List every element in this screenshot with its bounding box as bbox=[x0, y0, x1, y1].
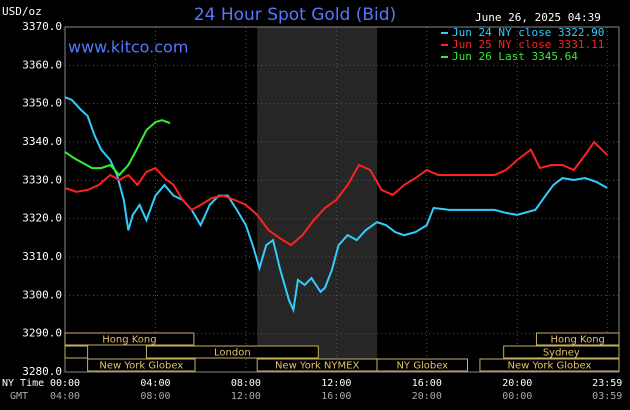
price-line bbox=[64, 96, 608, 314]
y-tick-label: 3320.0 bbox=[22, 212, 62, 225]
x-tick-label: 20:00 bbox=[502, 378, 532, 389]
y-tick-label: 3300.0 bbox=[22, 288, 62, 301]
x-tick-label: 23:59 bbox=[592, 378, 622, 389]
y-tick-label: 3330.0 bbox=[22, 173, 62, 186]
session-shade bbox=[257, 27, 378, 372]
legend-entry: Jun 26 Last 3345.64 bbox=[452, 50, 578, 63]
session-label: New York Globex bbox=[99, 361, 183, 372]
watermark: www.kitco.com bbox=[68, 38, 188, 57]
gmt-tick-label: 12:00 bbox=[231, 391, 261, 402]
price-line bbox=[64, 140, 608, 247]
session-label: New York Globex bbox=[508, 361, 592, 372]
session-box bbox=[145, 345, 319, 359]
gmt-tick-label: 03:59 bbox=[592, 391, 622, 402]
y-tick-label: 3350.0 bbox=[22, 97, 62, 110]
x-tick-label: 08:00 bbox=[231, 378, 261, 389]
y-tick-label: 3370.0 bbox=[22, 20, 62, 33]
y-axis-label: USD/oz bbox=[2, 5, 42, 18]
x-axis-label: GMT bbox=[10, 391, 28, 402]
session-label: Hong Kong bbox=[551, 335, 605, 346]
gmt-tick-label: 20:00 bbox=[412, 391, 442, 402]
x-tick-label: 00:00 bbox=[50, 378, 80, 389]
session-box bbox=[376, 358, 468, 372]
legend-entry: Jun 25 NY close 3331.11 bbox=[452, 38, 604, 51]
session-label: London bbox=[214, 348, 251, 359]
gmt-tick-label: 04:00 bbox=[50, 391, 80, 402]
session-box bbox=[87, 358, 196, 372]
x-axis-label: NY Time bbox=[2, 378, 44, 389]
y-tick-label: 3290.0 bbox=[22, 327, 62, 340]
x-tick-label: 12:00 bbox=[321, 378, 351, 389]
session-box bbox=[535, 332, 620, 346]
x-tick-label: 16:00 bbox=[412, 378, 442, 389]
session-box bbox=[503, 345, 620, 359]
session-box bbox=[64, 332, 195, 346]
y-tick-label: 3340.0 bbox=[22, 135, 62, 148]
legend-entry: Jun 24 NY close 3322.90 bbox=[452, 26, 604, 39]
y-tick-label: 3360.0 bbox=[22, 58, 62, 71]
session-box bbox=[64, 345, 89, 359]
gmt-tick-label: 16:00 bbox=[321, 391, 351, 402]
plot-frame bbox=[64, 26, 620, 373]
plot-layer bbox=[64, 26, 619, 373]
session-label: New York NYMEX bbox=[275, 361, 360, 372]
y-tick-label: 3310.0 bbox=[22, 250, 62, 263]
session-label: Hong Kong bbox=[102, 335, 156, 346]
date-stamp: June 26, 2025 04:39 bbox=[475, 11, 601, 24]
x-tick-label: 04:00 bbox=[140, 378, 170, 389]
chart-title: 24 Hour Spot Gold (Bid) bbox=[194, 5, 396, 25]
session-label: Sydney bbox=[543, 348, 580, 359]
price-line bbox=[64, 119, 171, 177]
gmt-tick-label: 08:00 bbox=[140, 391, 170, 402]
session-label: NY Globex bbox=[396, 361, 448, 372]
session-box bbox=[479, 358, 620, 372]
y-tick-label: 3280.0 bbox=[22, 365, 62, 378]
gmt-tick-label: 00:00 bbox=[502, 391, 532, 402]
